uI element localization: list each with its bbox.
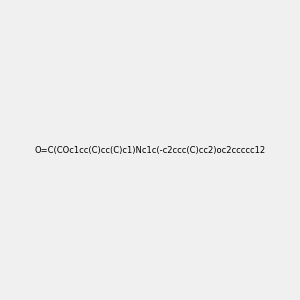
Text: O=C(COc1cc(C)cc(C)c1)Nc1c(-c2ccc(C)cc2)oc2ccccc12: O=C(COc1cc(C)cc(C)c1)Nc1c(-c2ccc(C)cc2)o… — [34, 146, 266, 154]
